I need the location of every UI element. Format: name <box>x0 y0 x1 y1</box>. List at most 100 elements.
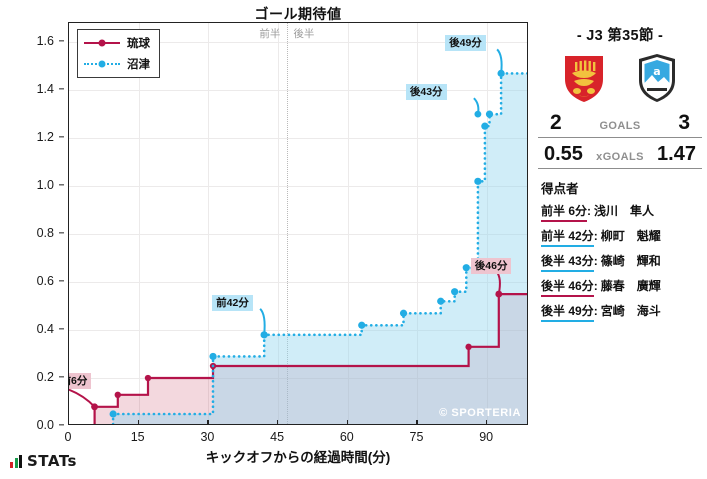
series-svg <box>69 48 527 424</box>
first-half-label: 前半 <box>259 28 281 40</box>
y-axis: 0.0 0.2 0.4 0.6 0.8 1.0 1.2 1.4 1.6 <box>0 22 64 432</box>
chart-legend: 琉球 沼津 <box>77 29 160 78</box>
annotation-arrowhead <box>474 110 482 118</box>
grid-line-horizontal <box>69 90 527 92</box>
series-line-away <box>111 72 527 424</box>
data-point <box>109 410 117 418</box>
annotation-後49分: 後49分 <box>445 35 486 52</box>
stats-logo: STATs <box>10 452 77 470</box>
second-half-label: 後半 <box>293 28 315 40</box>
match-info-panel: - J3 第35節 - a <box>533 0 707 479</box>
grid-line-horizontal <box>69 378 527 380</box>
match-round-title: - J3 第35節 - <box>576 28 664 44</box>
xgoals-row: 0.55 xGOALS 1.47 <box>538 143 702 169</box>
x-tick-mark <box>486 420 488 425</box>
stats-logo-text: STATs <box>27 452 77 470</box>
scorer-row: 後半 43分: 篠崎 輝和 <box>541 252 707 272</box>
scorer-time: 前半 6分 <box>541 202 588 222</box>
scorers-list: 前半 6分: 浅川 隼人 前半 42分: 柳町 魁耀 後半 43分: 篠崎 輝和 後半 46… <box>533 202 707 322</box>
y-tick-mark <box>59 424 64 426</box>
scorers-title: 得点者 <box>541 182 579 196</box>
chart-panel: ゴール期待値 0.0 0.2 0.4 0.6 0.8 1.0 1.2 1.4 1.6 前半 後半… <box>0 6 528 470</box>
y-tick-label: 1.6 <box>36 34 54 49</box>
score-row: 2 GOALS 3 <box>538 111 702 138</box>
annotation-前6分: 前6分 <box>69 372 92 389</box>
data-point <box>462 264 470 272</box>
scorer-name: 藤春 廣輝 <box>600 279 661 293</box>
chart-title: ゴール期待値 <box>254 6 342 22</box>
crests-row: a <box>533 53 707 103</box>
y-tick-mark <box>59 280 64 282</box>
x-tick-mark <box>207 420 209 425</box>
scorer-row: 後半 46分: 藤春 廣輝 <box>541 277 707 297</box>
scorer-colon: : <box>593 279 598 293</box>
x-tick-label: 60 <box>339 430 354 444</box>
grid-line-vertical <box>417 23 419 424</box>
grid-line-horizontal <box>69 234 527 236</box>
annotation-arrowhead <box>260 331 268 339</box>
y-tick-mark <box>59 40 64 42</box>
scorer-row: 前半 6分: 浅川 隼人 <box>541 202 707 222</box>
y-tick-label: 1.4 <box>36 82 54 97</box>
x-tick-mark <box>346 420 349 425</box>
scorer-row: 後半 49分: 宮崎 海斗 <box>541 302 707 322</box>
y-tick-label: 0.2 <box>36 370 54 385</box>
scorer-name: 篠崎 輝和 <box>600 254 661 268</box>
data-point <box>358 321 366 329</box>
series-line-home <box>93 293 527 424</box>
legend-label-away: 沼津 <box>127 59 150 71</box>
home-xgoals: 0.55 <box>544 143 583 165</box>
home-goals: 2 <box>550 111 562 134</box>
goals-label: GOALS <box>599 120 641 132</box>
y-tick-label: 0.6 <box>36 274 54 289</box>
watermark: © SPORTERIA <box>439 407 521 419</box>
grid-line-vertical <box>487 23 489 424</box>
data-point <box>209 352 217 361</box>
scorer-time: 後半 43分 <box>541 252 594 272</box>
x-tick-label: 90 <box>479 430 494 444</box>
scorer-colon: : <box>587 204 592 218</box>
away-xgoals: 1.47 <box>657 143 696 165</box>
azul-claro-numazu-crest-icon: a <box>638 54 675 102</box>
annotation-前42分: 前42分 <box>212 294 253 311</box>
scorer-colon: : <box>593 229 598 243</box>
y-tick-mark <box>59 184 64 186</box>
x-axis-label: キックオフからの経過時間(分) <box>205 450 391 465</box>
legend-item-away: 沼津 <box>84 56 150 72</box>
series-area-away <box>113 73 527 424</box>
annotation-connector <box>259 308 266 335</box>
y-tick-label: 0.0 <box>36 418 54 432</box>
grid-line-vertical <box>347 23 349 424</box>
annotation-connector <box>496 48 503 74</box>
x-tick-label: 0 <box>64 430 72 444</box>
x-tick-label: 15 <box>130 430 145 444</box>
x-axis: 0 15 30 45 60 75 90 <box>64 420 528 449</box>
y-tick-label: 1.2 <box>36 130 54 145</box>
x-tick-mark <box>277 420 279 425</box>
grid-line-horizontal <box>69 330 527 332</box>
grid-line-vertical <box>208 23 210 424</box>
data-point <box>485 110 494 118</box>
annotation-arrowhead <box>497 69 505 77</box>
halftime-divider <box>287 23 289 424</box>
annotation-arrowhead <box>91 403 98 411</box>
legend-swatch-home-icon <box>84 37 120 49</box>
data-point <box>437 297 445 305</box>
grid-line-horizontal <box>69 282 527 284</box>
scorer-colon: : <box>593 254 598 268</box>
data-point <box>474 177 482 185</box>
grid-line-horizontal <box>69 138 527 140</box>
x-tick-label: 45 <box>270 430 285 444</box>
annotation-後43分: 後43分 <box>405 84 447 101</box>
x-tick-mark <box>416 420 418 425</box>
data-point <box>399 309 408 317</box>
stats-bars-icon <box>10 454 22 468</box>
x-tick-mark <box>137 420 139 425</box>
scorer-name: 柳町 魁耀 <box>600 229 661 243</box>
data-point <box>481 122 489 130</box>
away-goals: 3 <box>678 111 690 134</box>
annotation-connector <box>69 388 96 408</box>
scorer-time: 後半 46分 <box>541 277 594 297</box>
annotation-arrowhead <box>495 290 503 298</box>
